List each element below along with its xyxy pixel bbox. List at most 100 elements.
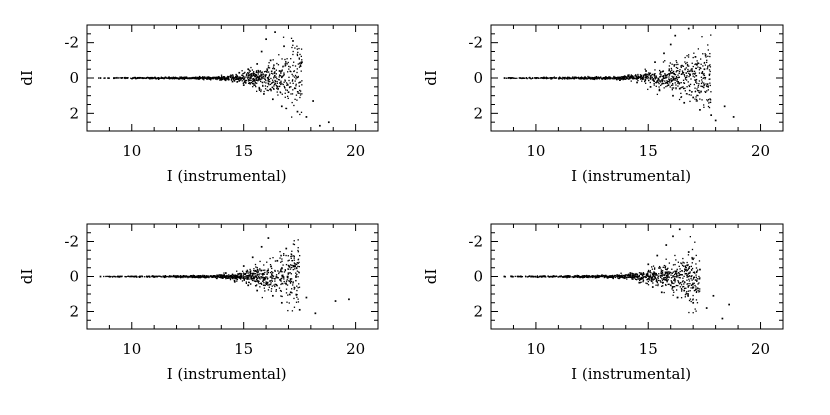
data-point [687,54,690,56]
data-point [196,276,198,278]
data-point [291,46,293,49]
data-point [643,276,646,278]
data-point [210,275,212,277]
data-point [696,100,698,102]
data-point [270,77,272,80]
data-point [277,87,279,90]
data-point [287,255,289,257]
data-point [293,255,295,257]
data-point [607,77,609,79]
data-point [246,277,249,279]
data-point [682,79,685,81]
data-point [672,289,674,292]
data-point [639,76,642,79]
data-point [665,76,667,79]
data-point [239,277,241,279]
data-point [618,274,620,276]
data-point [656,77,658,79]
data-point [696,278,698,280]
data-point [253,278,256,280]
data-point [688,84,690,87]
data-point [219,79,221,81]
data-point [294,87,297,90]
data-point [236,74,238,77]
data-point [672,78,674,81]
data-point [236,76,239,78]
data-point [282,275,284,278]
data-point [296,71,298,74]
data-point [692,75,694,77]
data-point [263,90,265,93]
data-point [653,271,655,273]
data-point [638,274,640,277]
data-point [274,31,276,33]
data-point [673,73,675,76]
data-point [256,289,259,292]
data-point [656,281,658,283]
data-point [242,84,245,86]
data-point [247,276,249,278]
data-point [157,78,160,80]
data-point [296,48,298,50]
data-point [565,77,568,80]
data-point [290,253,293,256]
data-point [544,77,546,79]
data-point [519,275,521,278]
data-point [208,76,210,78]
data-point [300,48,303,50]
data-point [703,83,705,86]
data-point [698,291,700,293]
data-point [278,79,281,81]
data-point [672,82,674,85]
data-point [653,278,655,280]
data-point [283,278,285,280]
data-point [668,73,671,75]
data-point [220,74,223,76]
data-point [269,59,272,62]
data-point [662,76,664,78]
data-point [242,73,244,75]
data-point [647,278,650,280]
data-point [266,282,269,284]
data-point [249,82,251,84]
data-point [170,275,173,277]
data-point [293,70,296,72]
data-point [275,73,278,75]
data-point [590,275,592,278]
data-point [690,277,692,280]
y-tick-label: -2 [64,233,79,251]
data-point [300,61,302,63]
data-point [97,77,100,79]
data-point [260,80,262,83]
data-point [281,58,283,60]
data-point [242,277,245,279]
data-point [641,273,643,276]
data-point [295,85,297,87]
data-point [276,85,278,87]
data-point [273,85,275,87]
data-point [271,79,274,81]
data-point [664,278,666,281]
data-point [661,83,663,85]
data-point [621,76,623,78]
data-point [285,254,287,257]
data-point [256,82,258,84]
data-point [253,83,255,85]
data-point [688,299,691,302]
data-point [536,276,538,278]
data-point [707,44,709,46]
data-point [642,276,645,278]
data-point [624,75,626,78]
x-tick-label: 20 [751,142,770,160]
data-point [244,80,246,82]
data-point [547,275,550,278]
data-point [263,284,265,286]
data-point [290,280,293,283]
data-point [689,90,691,92]
data-point [275,277,277,279]
data-point [263,287,265,289]
data-point [224,272,227,274]
data-point [689,271,691,273]
data-point [249,83,251,85]
data-point [197,77,199,80]
